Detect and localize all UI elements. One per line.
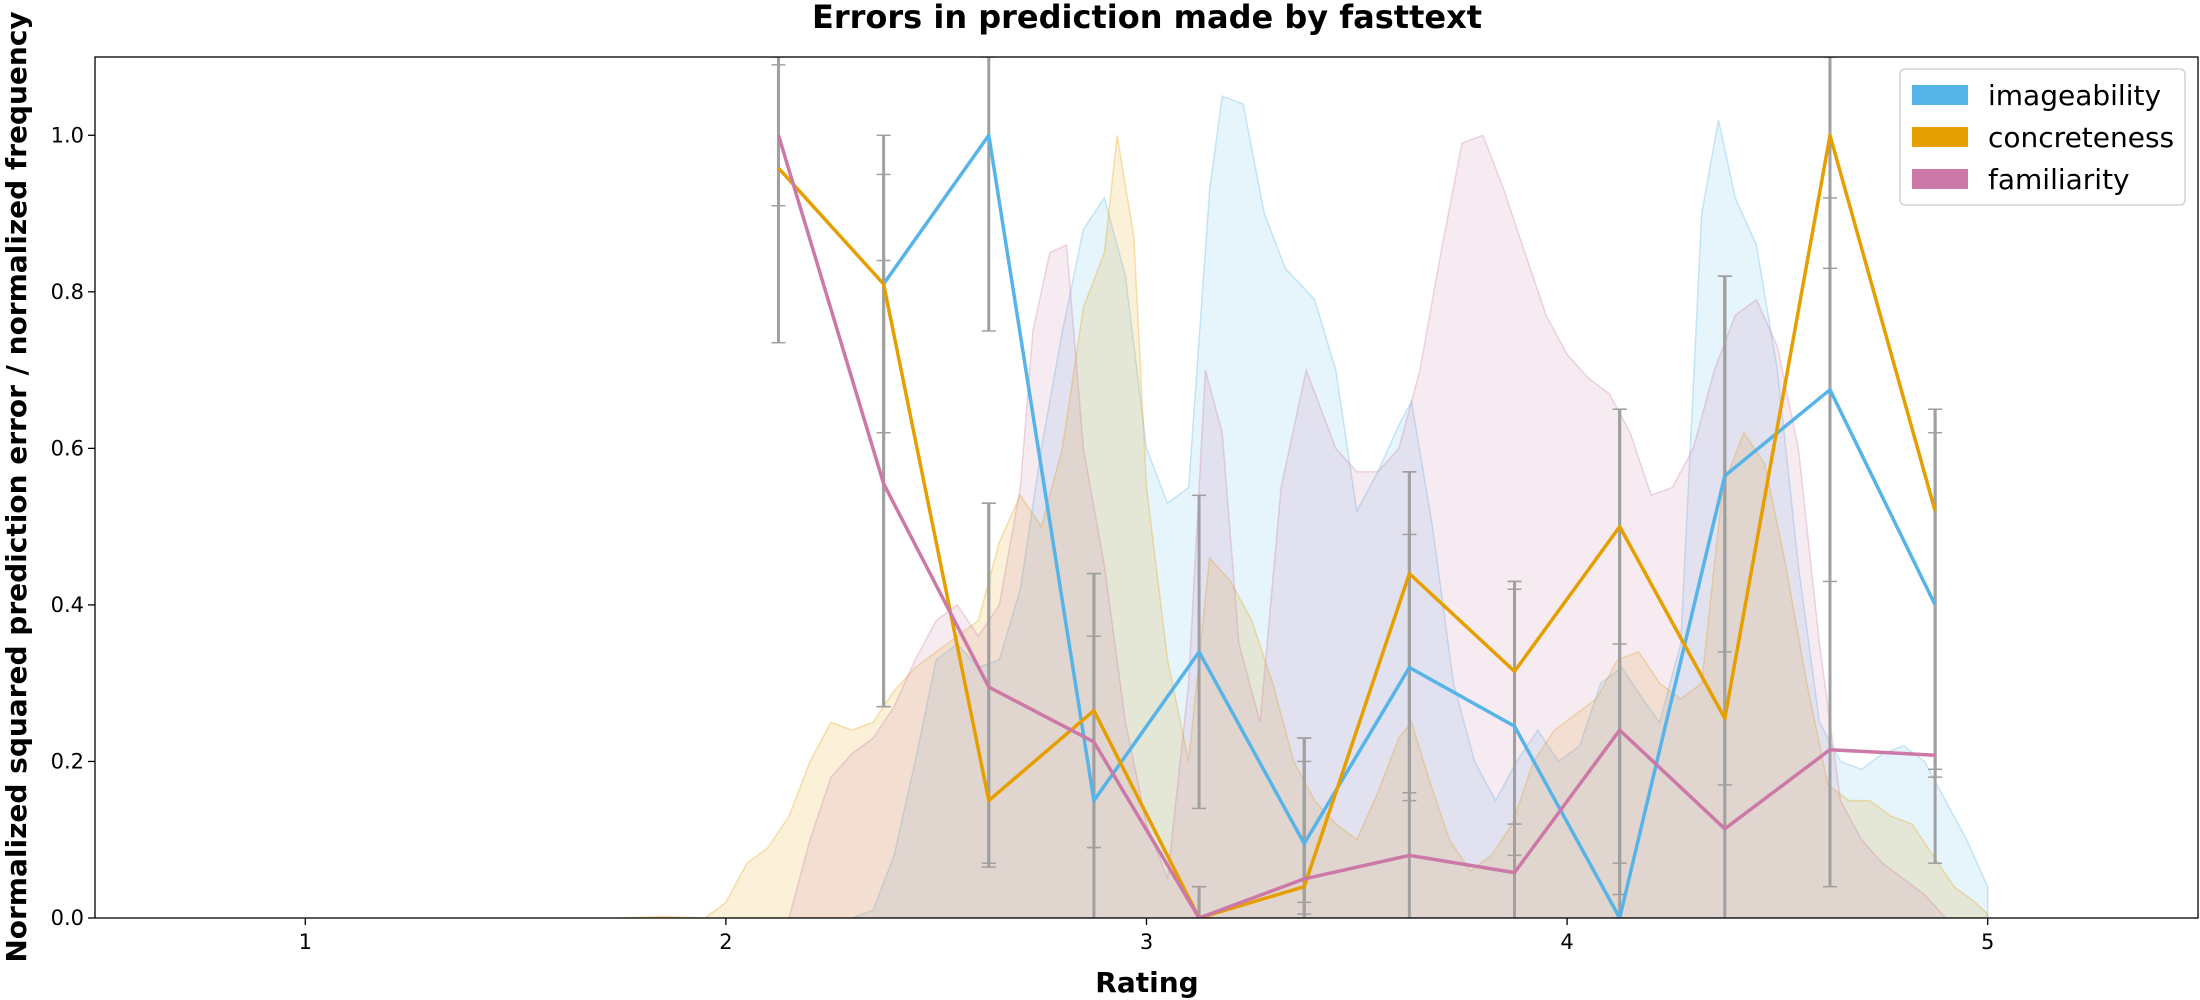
legend-swatch-imageability xyxy=(1912,85,1968,105)
x-axis-label: Rating xyxy=(1095,966,1198,999)
x-tick-label: 5 xyxy=(1981,930,1994,954)
series-line-concreteness xyxy=(777,133,1937,918)
x-tick-label: 4 xyxy=(1560,930,1573,954)
legend: imageability concreteness familiarity xyxy=(1899,68,2186,206)
x-ticks: 1 2 3 4 5 xyxy=(299,918,1994,954)
legend-label-concreteness: concreteness xyxy=(1988,121,2174,154)
legend-label-imageability: imageability xyxy=(1988,79,2161,112)
y-ticks: 0.0 0.2 0.4 0.6 0.8 1.0 xyxy=(51,123,95,930)
legend-swatch-concreteness xyxy=(1912,127,1968,147)
chart-title: Errors in prediction made by fasttext xyxy=(812,0,1482,36)
y-axis-label: Normalized squared prediction error / no… xyxy=(0,11,33,962)
density-area-concreteness xyxy=(620,135,1989,918)
legend-swatch-familiarity xyxy=(1912,169,1968,189)
line-layer xyxy=(776,133,1937,918)
x-tick-label: 3 xyxy=(1140,930,1153,954)
series-line-familiarity xyxy=(776,134,1936,918)
y-tick-label: 0.2 xyxy=(51,749,84,773)
y-tick-label: 0.0 xyxy=(51,906,84,930)
x-tick-label: 2 xyxy=(719,930,732,954)
x-tick-label: 1 xyxy=(299,930,312,954)
legend-label-familiarity: familiarity xyxy=(1988,163,2130,196)
y-tick-label: 0.4 xyxy=(51,593,84,617)
y-tick-label: 0.8 xyxy=(51,280,84,304)
y-tick-label: 0.6 xyxy=(51,436,84,460)
legend-box xyxy=(1899,68,2186,206)
y-tick-label: 1.0 xyxy=(51,123,84,147)
series-line-imageability xyxy=(882,133,1937,918)
